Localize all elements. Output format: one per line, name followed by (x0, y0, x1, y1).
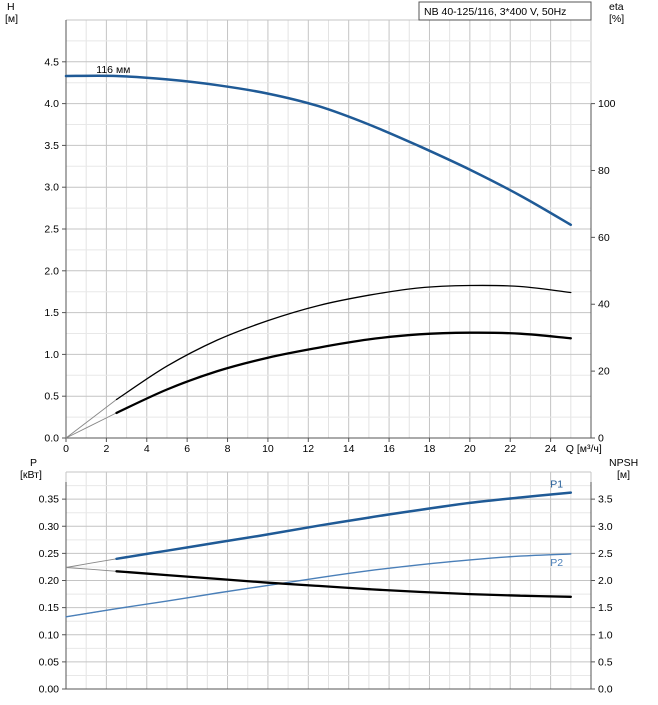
power-curve-p1 (115, 491, 573, 561)
series-label-p1: P1 (550, 479, 563, 491)
x-tick-label: 10 (262, 443, 274, 455)
series-label-p2: P2 (550, 557, 563, 569)
y2-tick-label-bottom: 1.5 (598, 602, 613, 614)
y-tick-label-top: 3.0 (44, 182, 59, 194)
x-tick-label: 2 (103, 443, 109, 455)
x-tick-label: 24 (545, 443, 557, 455)
extrapolation-line-top (65, 412, 117, 439)
curves-layer (64, 74, 573, 618)
x-axis-label: Q [м³/ч] (566, 443, 602, 455)
y2-tick-label-bottom: 2.0 (598, 575, 613, 587)
x-tick-label: 4 (144, 443, 150, 455)
y-tick-label-top: 2.5 (44, 224, 59, 236)
y-tick-label-bottom: 0.35 (39, 494, 60, 506)
y2-axis-unit-top: [%] (609, 13, 624, 25)
y2-axis-unit-bottom: [м] (617, 469, 630, 481)
npsh-curve (115, 570, 572, 598)
y-tick-label-bottom: 0.05 (39, 656, 60, 668)
chart-title: NB 40-125/116, 3*400 V, 50Hz (424, 6, 566, 18)
y2-tick-label-bottom: 0.0 (598, 684, 613, 696)
head-curve-label: 116 мм (96, 64, 130, 76)
y-axis-unit-bottom: [кВт] (20, 469, 42, 481)
x-tick-label: 14 (343, 443, 355, 455)
x-tick-label: 18 (424, 443, 436, 455)
y-tick-label-bottom: 0.10 (39, 629, 60, 641)
y2-tick-label-bottom: 2.5 (598, 548, 613, 560)
y2-tick-label-top: 20 (598, 366, 610, 378)
y2-tick-label-top: 100 (598, 98, 616, 110)
y-tick-label-top: 4.0 (44, 98, 59, 110)
head-curve (64, 74, 573, 227)
labels-layer: 0.00.51.01.52.02.53.03.54.04.50204060801… (5, 1, 638, 696)
y2-axis-label-top: eta (609, 1, 624, 13)
y2-tick-label-top: 0 (598, 433, 604, 445)
y-tick-label-top: 3.5 (44, 140, 59, 152)
y2-tick-label-bottom: 3.0 (598, 521, 613, 533)
y2-tick-label-top: 40 (598, 299, 610, 311)
x-tick-label: 8 (225, 443, 231, 455)
extrapolation-line-bottom (65, 567, 117, 572)
y-tick-label-bottom: 0.25 (39, 548, 60, 560)
power-curve-p2 (65, 553, 572, 618)
y-tick-label-top: 0.0 (44, 433, 59, 445)
y2-tick-label-top: 80 (598, 165, 610, 177)
x-tick-label: 22 (504, 443, 516, 455)
y2-tick-label-bottom: 0.5 (598, 656, 613, 668)
grid-layer (62, 19, 595, 690)
extrapolation-line-bottom (65, 558, 117, 568)
y-tick-label-bottom: 0.00 (39, 684, 60, 696)
x-tick-label: 12 (302, 443, 314, 455)
y2-axis-label-bottom: NPSH (609, 457, 638, 469)
title-box: NB 40-125/116, 3*400 V, 50Hz (418, 1, 592, 21)
y2-tick-label-top: 60 (598, 232, 610, 244)
y2-tick-label-bottom: 1.0 (598, 629, 613, 641)
y-tick-label-top: 0.5 (44, 391, 59, 403)
y-tick-label-top: 2.0 (44, 265, 59, 277)
y-tick-label-bottom: 0.20 (39, 575, 60, 587)
y-tick-label-top: 4.5 (44, 56, 59, 68)
x-tick-label: 20 (464, 443, 476, 455)
eta-curve-hydraulic (115, 331, 572, 415)
eta-curve-total (115, 284, 572, 401)
x-tick-label: 16 (383, 443, 395, 455)
x-tick-label: 0 (63, 443, 69, 455)
y-tick-label-bottom: 0.15 (39, 602, 60, 614)
y-tick-label-bottom: 0.30 (39, 521, 60, 533)
y-tick-label-top: 1.5 (44, 307, 59, 319)
x-tick-label: 6 (184, 443, 190, 455)
y2-tick-label-bottom: 3.5 (598, 494, 613, 506)
y-tick-label-top: 1.0 (44, 349, 59, 361)
y-axis-label-top: H (7, 1, 15, 13)
y-axis-label-bottom: P (30, 457, 37, 469)
y-axis-unit-top: [м] (5, 13, 18, 25)
extrapolation-line-top (65, 399, 117, 439)
